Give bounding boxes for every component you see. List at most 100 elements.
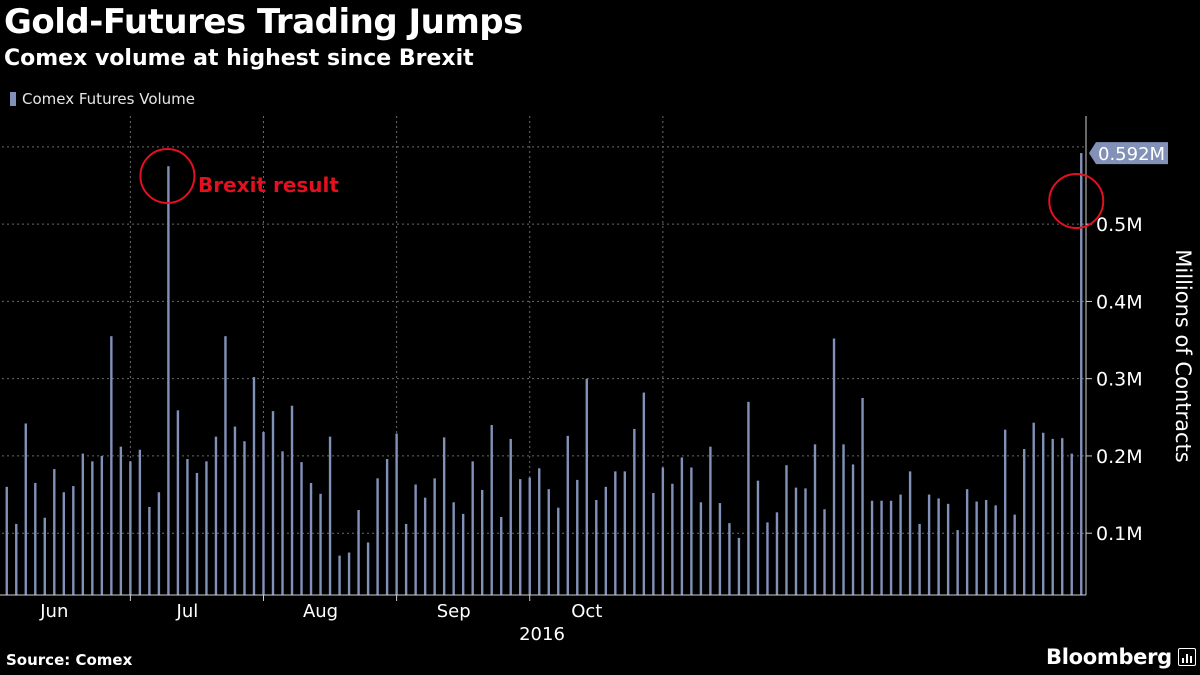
bar [528, 477, 531, 595]
bar [680, 457, 684, 595]
bar [347, 552, 351, 595]
bar [43, 517, 46, 595]
y-axis-label: Millions of Contracts [1171, 249, 1195, 462]
bar [633, 428, 636, 595]
bar [794, 487, 798, 595]
bar [15, 523, 18, 595]
bar [224, 336, 227, 595]
bar [1042, 432, 1045, 595]
axes: 0.1M 0.2M 0.3M 0.4M 0.5M Jun Jul Aug Sep Oct 2016 M… [0, 116, 1195, 645]
bar [186, 459, 189, 595]
bar [262, 431, 265, 595]
bar [233, 426, 237, 595]
bar [309, 482, 313, 595]
bar [433, 478, 436, 595]
bar [53, 469, 56, 595]
bar [214, 436, 218, 595]
bar [471, 461, 474, 595]
bar [148, 506, 151, 595]
bar [91, 461, 94, 595]
bar [604, 486, 608, 595]
bar [81, 453, 85, 595]
last-value-callout: 0.592M [1089, 142, 1168, 165]
legend-label: Comex Futures Volume [22, 90, 196, 108]
y-tick-label: 0.5M [1096, 214, 1143, 236]
bar [775, 512, 779, 595]
bar [366, 542, 370, 595]
bar [1061, 438, 1064, 595]
bar [480, 489, 484, 595]
bar [642, 392, 646, 595]
bar [652, 493, 655, 595]
bar [766, 522, 769, 595]
bar [585, 378, 588, 595]
bar [623, 471, 627, 595]
bar [737, 537, 741, 595]
bar [271, 411, 275, 595]
bar [937, 498, 940, 595]
bar [927, 494, 931, 595]
bar [823, 509, 826, 595]
x-tick-label: Sep [437, 601, 471, 622]
y-tick-label: 0.1M [1096, 523, 1143, 545]
bar [414, 484, 417, 595]
bar [1003, 429, 1007, 595]
bloomberg-logo: Bloomberg [1046, 645, 1196, 669]
bar [519, 479, 522, 595]
bar [461, 513, 465, 595]
bar [243, 441, 246, 595]
annotation-label: Brexit result [198, 173, 339, 197]
bar [290, 405, 294, 595]
bar [205, 461, 208, 595]
bar [756, 480, 760, 595]
bar [176, 410, 180, 595]
bar [671, 483, 674, 595]
x-tick-label: Jul [176, 601, 199, 622]
bar [1080, 153, 1083, 596]
bar [861, 397, 864, 595]
bar [5, 486, 8, 595]
bar [699, 502, 703, 595]
bar [728, 523, 731, 595]
annotation-circle [1048, 173, 1105, 229]
bar [899, 494, 902, 595]
bar [918, 523, 921, 595]
bar [24, 423, 27, 595]
bar [538, 468, 541, 595]
bar [395, 433, 398, 595]
bar [281, 451, 284, 595]
bar [1070, 453, 1073, 595]
bar [300, 462, 303, 595]
y-tick-label: 0.4M [1096, 291, 1143, 313]
bar [804, 488, 807, 595]
bar [1051, 438, 1054, 595]
bar [576, 479, 579, 595]
bar [328, 436, 332, 595]
bar [1022, 448, 1026, 595]
bar [72, 486, 75, 595]
last-value-label: 0.592M [1098, 144, 1165, 165]
last-value-box [1089, 142, 1168, 165]
bar [62, 492, 66, 595]
bar [34, 482, 37, 595]
bar [946, 503, 950, 595]
bar [984, 499, 988, 595]
bar [975, 501, 978, 595]
bar [423, 497, 427, 595]
y-tick-label: 0.3M [1096, 369, 1143, 391]
bar [842, 444, 845, 595]
bar [319, 493, 322, 595]
bar [1032, 422, 1035, 595]
bar [661, 467, 665, 595]
bar [557, 507, 560, 595]
bar-series [5, 153, 1083, 596]
bar [870, 500, 874, 595]
logo-wordmark: Bloomberg [1046, 645, 1172, 669]
bar [614, 471, 617, 595]
chart-legend: Comex Futures Volume [10, 90, 195, 108]
bar [994, 505, 997, 595]
bar [509, 438, 512, 595]
y-tick-label: 0.2M [1096, 446, 1143, 468]
bar [442, 437, 446, 595]
